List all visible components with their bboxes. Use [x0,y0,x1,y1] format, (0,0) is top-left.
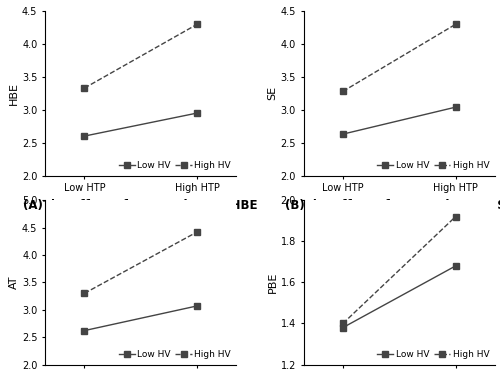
Legend: Low HV, High HV: Low HV, High HV [118,349,232,360]
Legend: Low HV, High HV: Low HV, High HV [376,349,490,360]
X-axis label: (A)The effect of HTP and HVon HBE: (A)The effect of HTP and HVon HBE [24,199,258,212]
High HV [340,89,346,94]
Legend: Low HV, High HV: Low HV, High HV [118,160,232,171]
Y-axis label: AT: AT [9,276,19,289]
Low HV [340,326,346,330]
High HV [82,86,87,90]
High HV [452,214,458,219]
Line: Low HV: Low HV [82,110,200,139]
Line: Low HV: Low HV [82,303,200,333]
Line: High HV: High HV [340,214,458,326]
High HV [82,291,87,296]
Y-axis label: PBE: PBE [268,272,278,293]
High HV [194,230,200,234]
Low HV [452,105,458,109]
Low HV [82,328,87,333]
High HV [340,321,346,326]
Line: Low HV: Low HV [340,105,458,137]
High HV [194,22,200,26]
Low HV [194,304,200,308]
Y-axis label: SE: SE [268,86,278,100]
Low HV [194,111,200,115]
Line: High HV: High HV [340,22,458,94]
High HV [452,22,458,26]
Low HV [340,132,346,137]
Line: Low HV: Low HV [340,263,458,330]
Y-axis label: HBE: HBE [9,82,19,105]
Low HV [82,134,87,138]
Low HV [452,264,458,268]
Line: High HV: High HV [82,22,200,91]
Legend: Low HV, High HV: Low HV, High HV [376,160,490,171]
X-axis label: (B)The effect of HTP and HV on SE: (B)The effect of HTP and HV on SE [285,199,500,212]
Line: High HV: High HV [82,229,200,296]
